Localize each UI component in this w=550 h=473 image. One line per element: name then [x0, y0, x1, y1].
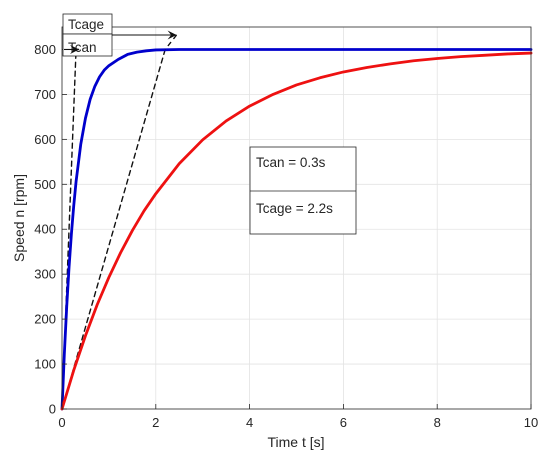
tcage-arrow-head [167, 30, 177, 40]
x-tick-label: 10 [524, 415, 538, 430]
series-layer [60, 48, 533, 411]
tcage-value-text: Tcage = 2.2s [256, 201, 333, 216]
y-tick-label: 400 [34, 222, 56, 237]
tcan-tangent-line [61, 48, 77, 410]
blue-speed-curve [60, 48, 533, 411]
y-tick-label: 500 [34, 177, 56, 192]
tcan-arrow-head [70, 44, 80, 54]
tcage-label: Tcage [68, 17, 104, 32]
tcage-tangent-line [61, 48, 166, 410]
x-tick-label: 8 [434, 415, 441, 430]
y-tick-label: 100 [34, 357, 56, 372]
x-tick-label: 0 [58, 415, 65, 430]
red-speed-curve [60, 51, 533, 411]
x-tick-label: 4 [246, 415, 253, 430]
arrow-layer [64, 30, 178, 54]
y-tick-label: 0 [49, 402, 56, 417]
y-axis-label: Speed n [rpm] [11, 174, 27, 262]
parameter-box [249, 146, 357, 235]
tcan-value-text: Tcan = 0.3s [256, 155, 326, 170]
y-tick-label: 200 [34, 312, 56, 327]
x-axis-label: Time t [s] [267, 434, 324, 450]
x-tick-label: 2 [152, 415, 159, 430]
tcage-guide-line [164, 34, 178, 50]
y-tick-label: 300 [34, 267, 56, 282]
y-tick-label: 700 [34, 87, 56, 102]
plot-frame [61, 26, 532, 410]
y-tick-label: 600 [34, 132, 56, 147]
y-tick-label: 800 [34, 42, 56, 57]
x-tick-label: 6 [340, 415, 347, 430]
